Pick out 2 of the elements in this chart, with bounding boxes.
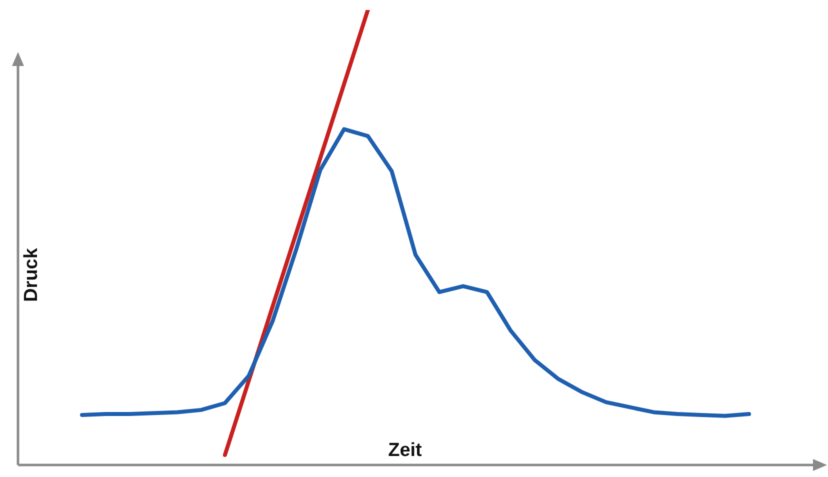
- x-axis-title: Zeit: [388, 440, 423, 462]
- y-axis-title: Druck: [21, 248, 42, 302]
